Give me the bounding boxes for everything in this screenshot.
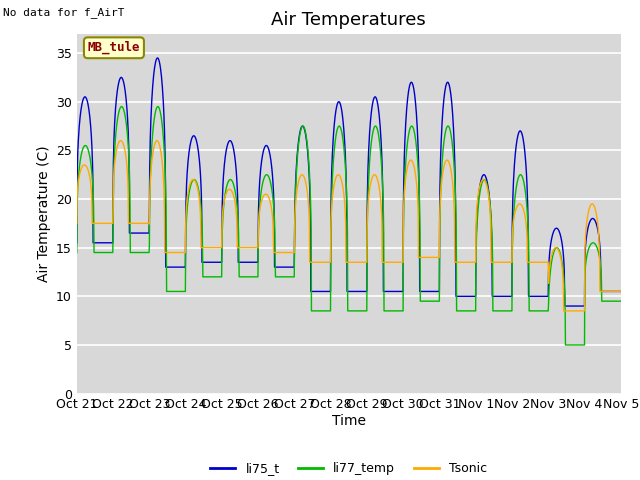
Text: No data for f_AirT: No data for f_AirT <box>3 7 125 18</box>
li77_temp <box>104 250 112 255</box>
Tsonic <box>153 138 161 144</box>
Y-axis label: Air Temperature (C): Air Temperature (C) <box>36 145 51 282</box>
li75_t <box>445 80 452 86</box>
li75_t <box>295 134 303 140</box>
li77_temp <box>295 137 303 143</box>
li77_temp <box>617 298 625 304</box>
Text: MB_tule: MB_tule <box>88 41 140 54</box>
li77_temp <box>562 342 570 348</box>
X-axis label: Time: Time <box>332 414 366 428</box>
Tsonic <box>560 308 568 314</box>
Line: li75_t: li75_t <box>77 58 621 306</box>
li77_temp <box>276 274 284 280</box>
Tsonic <box>189 177 197 182</box>
Tsonic <box>298 172 306 178</box>
Tsonic <box>617 288 625 294</box>
Line: li77_temp: li77_temp <box>77 107 621 345</box>
li75_t <box>73 240 81 246</box>
li75_t <box>561 303 569 309</box>
li75_t <box>298 124 306 130</box>
li75_t <box>276 264 284 270</box>
Tsonic <box>276 250 284 255</box>
li77_temp <box>189 177 197 183</box>
Legend: li75_t, li77_temp, Tsonic: li75_t, li77_temp, Tsonic <box>205 457 492 480</box>
li75_t <box>617 288 625 294</box>
li77_temp <box>298 124 306 130</box>
Title: Air Temperatures: Air Temperatures <box>271 11 426 29</box>
Tsonic <box>445 158 452 164</box>
Tsonic <box>295 177 303 182</box>
li77_temp <box>73 250 81 255</box>
li77_temp <box>154 104 162 109</box>
li77_temp <box>445 123 452 129</box>
li75_t <box>104 240 112 246</box>
li75_t <box>154 55 161 61</box>
Tsonic <box>73 220 81 226</box>
Tsonic <box>104 220 112 226</box>
Line: Tsonic: Tsonic <box>77 141 621 311</box>
li75_t <box>189 133 197 139</box>
